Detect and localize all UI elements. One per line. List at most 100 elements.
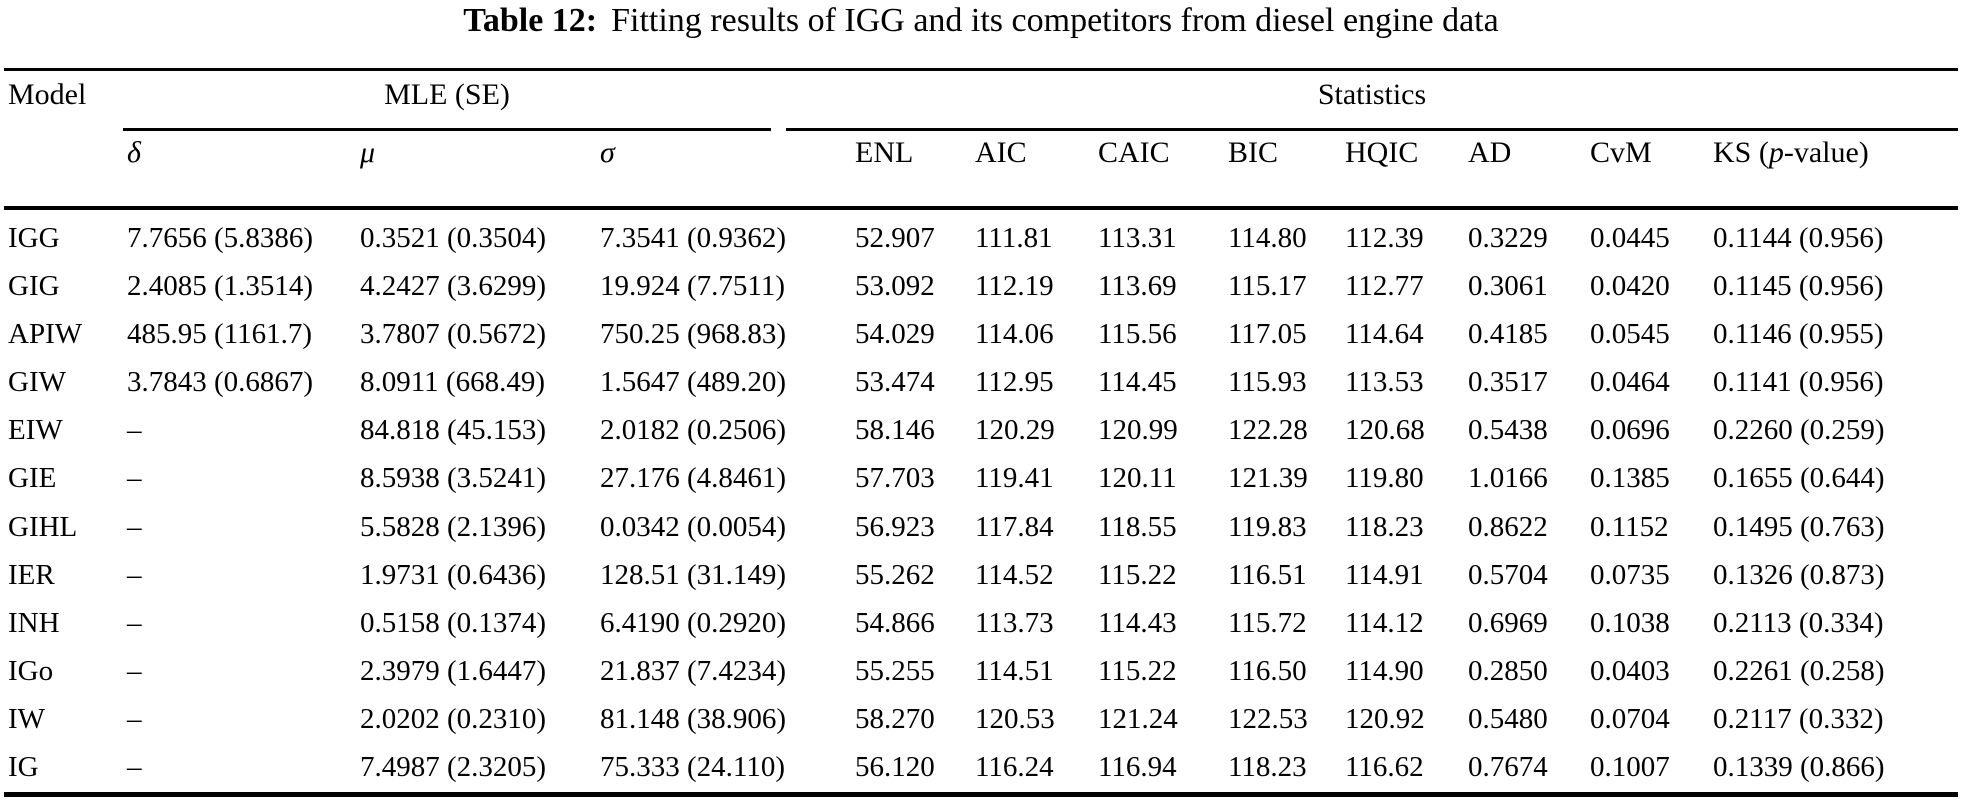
cell-bic: 118.23 — [1228, 751, 1307, 784]
cell-ks: 0.1146 (0.955) — [1713, 317, 1884, 350]
cell-mu: 2.0202 (0.2310) — [360, 703, 547, 736]
table-caption: Table 12: Fitting results of IGG and its … — [0, 2, 1962, 40]
cell-bic: 122.28 — [1228, 414, 1308, 447]
cell-enl: 58.270 — [855, 703, 935, 736]
table-body: IGG 7.7656 (5.8386) 0.3521 (0.3504) 7.35… — [8, 214, 1954, 792]
column-header-ad: AD — [1468, 136, 1512, 169]
table-row: IGG 7.7656 (5.8386) 0.3521 (0.3504) 7.35… — [8, 214, 1954, 262]
cell-aic: 116.24 — [975, 751, 1054, 784]
cell-ad: 0.7674 — [1468, 751, 1548, 784]
column-header-cvm: CvM — [1590, 136, 1652, 169]
cell-sigma: 19.924 (7.7511) — [600, 269, 785, 302]
cell-cvm: 0.0464 — [1590, 366, 1670, 399]
cell-bic: 115.93 — [1228, 366, 1307, 399]
cell-delta: 3.7843 (0.6867) — [127, 366, 314, 399]
cell-caic: 114.43 — [1098, 606, 1177, 639]
cell-caic: 120.99 — [1098, 414, 1178, 447]
cell-delta: 2.4085 (1.3514) — [127, 269, 314, 302]
column-header-sigma: σ — [600, 136, 615, 169]
cell-hqic: 113.53 — [1345, 366, 1424, 399]
cell-bic: 115.72 — [1228, 606, 1307, 639]
table-row: EIW – 84.818 (45.153) 2.0182 (0.2506) 58… — [8, 407, 1954, 455]
cell-aic: 120.53 — [975, 703, 1055, 736]
cell-aic: 114.51 — [975, 654, 1054, 687]
cell-hqic: 118.23 — [1345, 510, 1424, 543]
cell-ad: 0.8622 — [1468, 510, 1548, 543]
cell-ad: 0.3229 — [1468, 221, 1548, 254]
cell-enl: 58.146 — [855, 414, 935, 447]
cell-model: EIW — [8, 414, 63, 447]
ks-label: KS ( — [1713, 136, 1769, 169]
cell-bic: 121.39 — [1228, 462, 1308, 495]
cell-delta: – — [127, 510, 142, 543]
table-row: GIE – 8.5938 (3.5241) 27.176 (4.8461) 57… — [8, 455, 1954, 503]
cell-bic: 122.53 — [1228, 703, 1308, 736]
cell-ad: 0.3517 — [1468, 366, 1548, 399]
cell-delta: 485.95 (1161.7) — [127, 317, 312, 350]
cell-cvm: 0.0735 — [1590, 558, 1670, 591]
cell-sigma: 7.3541 (0.9362) — [600, 221, 787, 254]
cell-mu: 1.9731 (0.6436) — [360, 558, 547, 591]
cell-model: APIW — [8, 317, 83, 350]
cell-caic: 120.11 — [1098, 462, 1177, 495]
cell-ks: 0.1495 (0.763) — [1713, 510, 1885, 543]
column-header-aic: AIC — [975, 136, 1027, 169]
cell-ks: 0.1141 (0.956) — [1713, 366, 1884, 399]
cell-bic: 116.51 — [1228, 558, 1307, 591]
column-group-statistics: Statistics — [1317, 78, 1427, 111]
cell-aic: 114.52 — [975, 558, 1054, 591]
cell-sigma: 128.51 (31.149) — [600, 558, 787, 591]
ks-suffix: -value) — [1783, 136, 1869, 169]
cell-aic: 117.84 — [975, 510, 1054, 543]
cell-model: GIW — [8, 366, 66, 399]
table-row: GIHL – 5.5828 (2.1396) 0.0342 (0.0054) 5… — [8, 503, 1954, 551]
cell-cvm: 0.1152 — [1590, 510, 1669, 543]
table-caption-text: Fitting results of IGG and its competito… — [611, 2, 1499, 39]
cell-hqic: 114.12 — [1345, 606, 1424, 639]
cell-caic: 115.56 — [1098, 317, 1177, 350]
cell-caic: 121.24 — [1098, 703, 1178, 736]
cell-enl: 55.262 — [855, 558, 935, 591]
cell-model: IW — [8, 703, 46, 736]
cell-mu: 2.3979 (1.6447) — [360, 654, 547, 687]
cell-mu: 0.5158 (0.1374) — [360, 606, 547, 639]
column-header-enl: ENL — [855, 136, 914, 169]
table-rule-bottom — [4, 792, 1958, 797]
cell-ks: 0.2261 (0.258) — [1713, 654, 1885, 687]
cell-cvm: 0.1007 — [1590, 751, 1670, 784]
cell-ks: 0.2260 (0.259) — [1713, 414, 1885, 447]
cell-enl: 53.092 — [855, 269, 935, 302]
cell-hqic: 112.39 — [1345, 221, 1424, 254]
cell-bic: 114.80 — [1228, 221, 1307, 254]
column-group-model: Model — [8, 78, 87, 111]
cell-ks: 0.1144 (0.956) — [1713, 221, 1884, 254]
cell-sigma: 21.837 (7.4234) — [600, 654, 787, 687]
table-row: IW – 2.0202 (0.2310) 81.148 (38.906) 58.… — [8, 696, 1954, 744]
cmidrule-mle — [123, 128, 771, 131]
cell-bic: 115.17 — [1228, 269, 1307, 302]
cell-delta: 7.7656 (5.8386) — [127, 221, 314, 254]
table-caption-label: Table 12: — [463, 2, 598, 39]
cell-model: GIG — [8, 269, 60, 302]
ks-p-italic: p — [1768, 136, 1784, 169]
cell-aic: 120.29 — [975, 414, 1055, 447]
cell-cvm: 0.1385 — [1590, 462, 1670, 495]
column-header-hqic: HQIC — [1345, 136, 1419, 169]
cell-mu: 8.5938 (3.5241) — [360, 462, 547, 495]
cell-delta: – — [127, 654, 142, 687]
cell-aic: 111.81 — [975, 221, 1053, 254]
cell-ad: 0.4185 — [1468, 317, 1548, 350]
cell-ks: 0.2117 (0.332) — [1713, 703, 1884, 736]
cell-hqic: 119.80 — [1345, 462, 1424, 495]
cell-hqic: 114.90 — [1345, 654, 1424, 687]
cell-aic: 119.41 — [975, 462, 1054, 495]
cell-enl: 52.907 — [855, 221, 935, 254]
cell-cvm: 0.0704 — [1590, 703, 1670, 736]
cell-enl: 54.029 — [855, 317, 935, 350]
cell-mu: 0.3521 (0.3504) — [360, 221, 547, 254]
cell-model: IGo — [8, 654, 54, 687]
cell-caic: 118.55 — [1098, 510, 1177, 543]
cell-enl: 56.120 — [855, 751, 935, 784]
cell-sigma: 0.0342 (0.0054) — [600, 510, 787, 543]
